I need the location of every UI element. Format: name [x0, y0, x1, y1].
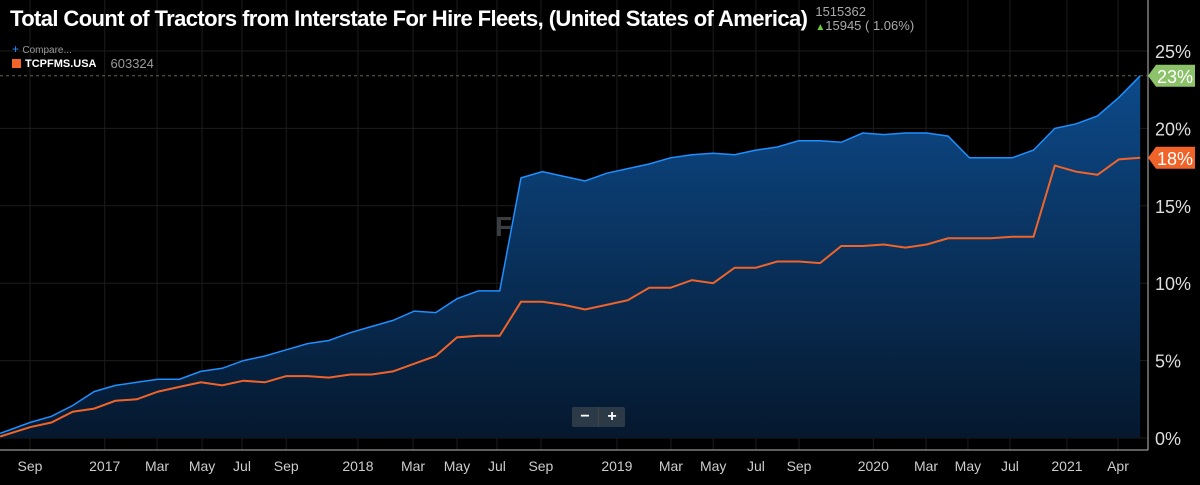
x-tick-label: 2017	[89, 458, 120, 474]
change-value: ▲15945 ( 1.06%)	[815, 18, 915, 34]
value-summary: 1515362 ▲15945 ( 1.06%)	[815, 5, 914, 35]
end-value-badge	[1148, 64, 1195, 87]
x-tick-label: May	[700, 458, 726, 474]
x-tick-label: Apr	[1107, 458, 1129, 474]
end-value-badge	[1148, 146, 1195, 169]
x-tick-label: May	[955, 458, 981, 474]
x-tick-label: Jul	[488, 458, 506, 474]
x-tick-label: Mar	[659, 458, 683, 474]
x-tick-label: 2021	[1051, 458, 1082, 474]
x-tick-label: Jul	[747, 458, 765, 474]
y-tick-label: 25%	[1155, 42, 1191, 62]
x-tick-label: Sep	[787, 458, 812, 474]
series-area	[0, 75, 1141, 439]
x-tick-label: 2019	[601, 458, 632, 474]
x-tick-label: Sep	[274, 458, 299, 474]
y-tick-label: 5%	[1155, 352, 1181, 372]
y-tick-label: 0%	[1155, 429, 1181, 449]
y-tick-label: 10%	[1155, 274, 1191, 294]
zoom-out-button[interactable]: −	[580, 408, 590, 425]
plus-icon: +	[12, 42, 23, 56]
end-value-label: 18%	[1157, 149, 1193, 169]
x-tick-label: Sep	[18, 458, 43, 474]
x-tick-label: Mar	[145, 458, 169, 474]
series-line-tcpfms	[0, 156, 1141, 438]
y-tick-label: 15%	[1155, 197, 1191, 217]
x-tick-label: May	[444, 458, 470, 474]
last-value: 1515362	[815, 4, 866, 19]
x-tick-label: Mar	[914, 458, 938, 474]
up-arrow-icon: ▲	[815, 22, 826, 33]
chart-header: Total Count of Tractors from Interstate …	[10, 5, 914, 35]
series-line-total	[0, 75, 1141, 435]
legend-swatch	[12, 59, 21, 68]
x-tick-label: Jul	[1001, 458, 1019, 474]
chart-title: Total Count of Tractors from Interstate …	[10, 6, 808, 31]
x-tick-label: Sep	[528, 458, 553, 474]
compare-button[interactable]: + Compare...	[12, 42, 72, 56]
x-tick-label: Mar	[401, 458, 425, 474]
x-tick-label: 2020	[858, 458, 889, 474]
x-tick-label: 2018	[342, 458, 373, 474]
x-tick-label: Jul	[233, 458, 251, 474]
end-value-label: 23%	[1157, 67, 1193, 87]
x-tick-label: May	[189, 458, 215, 474]
zoom-in-button[interactable]: +	[598, 407, 625, 427]
y-tick-label: 20%	[1155, 119, 1191, 139]
legend-item[interactable]: TCPFMS.USA 603324	[12, 56, 154, 71]
zoom-controls: − +	[572, 407, 625, 427]
